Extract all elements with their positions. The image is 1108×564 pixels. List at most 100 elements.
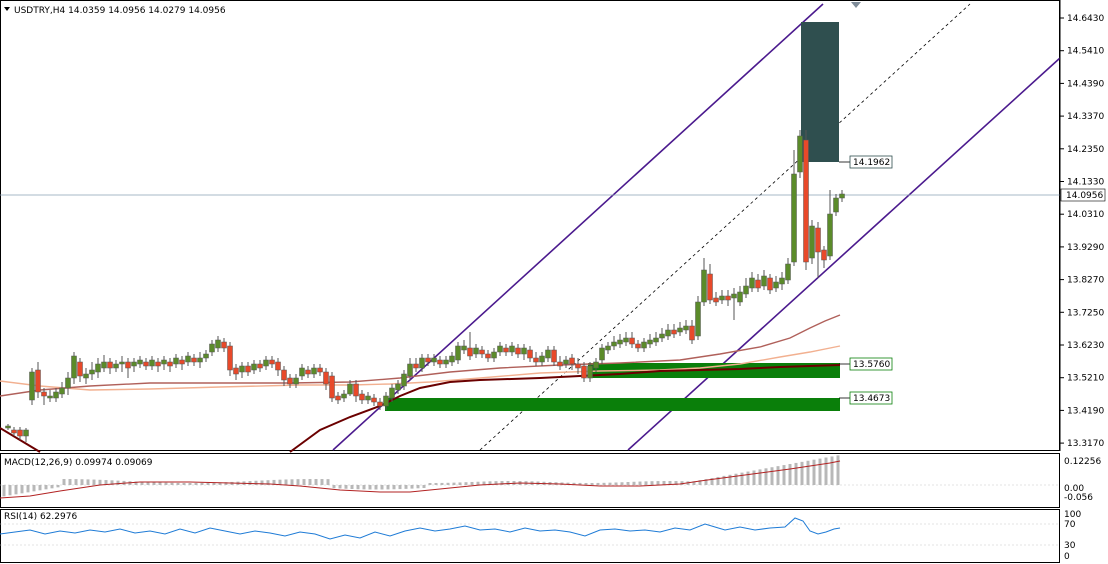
- candle: [737, 291, 743, 303]
- candle: [707, 273, 713, 301]
- channel-median-line[interactable]: [479, 3, 971, 451]
- price-tick-label: 14.1330: [1067, 178, 1104, 188]
- candle: [191, 357, 197, 363]
- candle: [791, 173, 797, 263]
- macd-bar: [470, 481, 474, 485]
- candle: [611, 341, 617, 347]
- macd-bar: [338, 485, 342, 489]
- macd-tick-max: 0.12256: [1064, 457, 1101, 467]
- macd-bar: [578, 482, 582, 485]
- macd-bar: [656, 481, 660, 485]
- candle: [5, 425, 11, 429]
- current-price-tag: [1060, 188, 1106, 202]
- macd-bar: [8, 485, 12, 496]
- candle: [581, 365, 587, 379]
- macd-bar: [392, 485, 396, 490]
- macd-bar: [272, 479, 276, 485]
- macd-bar: [224, 482, 228, 485]
- level-label-mid[interactable]: 13.5760: [853, 360, 890, 370]
- price-tick-label: 14.5410: [1067, 47, 1104, 57]
- target-zone-box[interactable]: [801, 22, 839, 162]
- macd-bar: [2, 485, 6, 497]
- macd-bar: [140, 481, 144, 485]
- candle: [701, 269, 707, 303]
- candle: [83, 373, 89, 379]
- price-tick-label: 13.5210: [1067, 374, 1104, 384]
- candle: [785, 263, 791, 281]
- candle: [815, 227, 821, 253]
- level-label-upper[interactable]: 14.1962: [853, 158, 890, 168]
- candle: [635, 343, 641, 349]
- macd-bar: [320, 479, 324, 485]
- macd-bar: [494, 481, 498, 485]
- price-axis[interactable]: 14.6430 14.5410 14.4390 14.3370 14.2350 14.13…: [1059, 0, 1104, 451]
- candle: [779, 277, 785, 285]
- candle: [671, 329, 677, 335]
- candle: [263, 359, 269, 367]
- candle: [119, 361, 125, 365]
- candle: [53, 391, 59, 399]
- candle: [353, 383, 359, 397]
- macd-bar: [152, 482, 156, 485]
- candle: [365, 395, 371, 401]
- macd-bar: [812, 459, 816, 485]
- candle: [479, 349, 485, 355]
- symbol-dropdown-icon[interactable]: [4, 7, 10, 11]
- macd-bar: [344, 485, 348, 489]
- macd-bar: [266, 480, 270, 485]
- candle: [101, 361, 107, 369]
- candle: [431, 357, 437, 363]
- macd-bar: [734, 473, 738, 485]
- candle: [305, 369, 311, 375]
- candle: [221, 341, 227, 349]
- macd-bar: [260, 480, 264, 485]
- level-label-lower[interactable]: 13.4673: [853, 394, 890, 404]
- macd-bar: [314, 479, 318, 485]
- candle: [239, 365, 245, 373]
- main-chart-pane[interactable]: [0, 0, 1060, 451]
- candle: [809, 225, 815, 259]
- candle: [287, 377, 293, 385]
- macd-bar: [104, 480, 108, 485]
- rsi-tick-100: 100: [1064, 510, 1081, 520]
- price-tick-label: 13.6230: [1067, 341, 1104, 351]
- candle: [155, 361, 161, 367]
- candle: [245, 365, 251, 373]
- candle: [713, 297, 719, 303]
- shift-marker-icon[interactable]: [851, 2, 861, 8]
- candle: [593, 361, 599, 369]
- candle: [323, 371, 329, 385]
- macd-bar: [614, 482, 618, 485]
- candle: [71, 355, 77, 379]
- candle: [617, 339, 623, 345]
- macd-pane[interactable]: [0, 453, 1060, 508]
- candle: [587, 365, 593, 379]
- candle: [443, 359, 449, 365]
- candle: [551, 349, 557, 363]
- candle: [251, 363, 257, 371]
- rsi-line: [0, 517, 841, 540]
- macd-bar: [218, 482, 222, 485]
- macd-bar: [440, 482, 444, 485]
- macd-bar: [506, 481, 510, 485]
- candle: [143, 361, 149, 367]
- candle: [695, 301, 701, 337]
- candle: [449, 355, 455, 363]
- candle: [773, 281, 779, 289]
- macd-bar: [662, 481, 666, 485]
- rsi-pane[interactable]: [0, 509, 1060, 563]
- macd-bar: [830, 456, 834, 485]
- macd-bar: [428, 482, 432, 485]
- price-tick-label: 14.0310: [1067, 210, 1104, 220]
- candle: [149, 359, 155, 367]
- macd-bar: [590, 482, 594, 485]
- candle: [509, 345, 515, 353]
- candle: [389, 387, 395, 399]
- candle: [203, 353, 209, 359]
- support-zone-lower[interactable]: [385, 398, 840, 411]
- macd-bar: [356, 485, 360, 490]
- channel-lower-line[interactable]: [627, 57, 1061, 451]
- candle: [371, 397, 377, 403]
- candle: [383, 395, 389, 407]
